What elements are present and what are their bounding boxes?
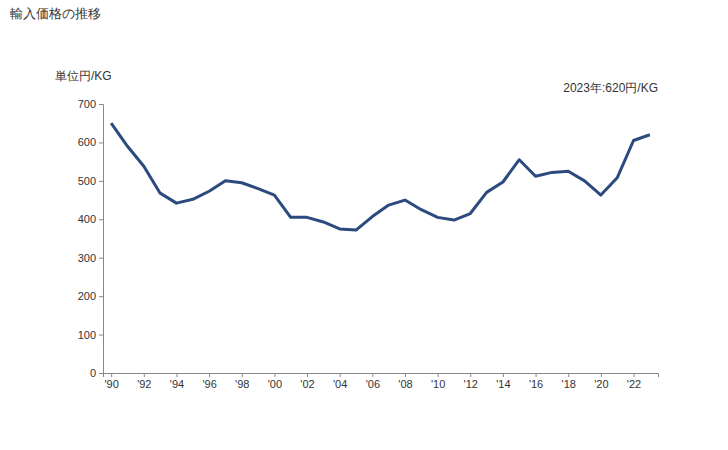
y-tick-mark [99,219,103,220]
x-tick-label: '06 [366,378,380,390]
x-tick-mark [438,373,439,377]
x-tick-label: '96 [202,378,216,390]
x-tick-label: '08 [398,378,412,390]
x-tick: '12 [464,373,478,390]
x-tick-label: '90 [104,378,118,390]
x-tick-mark [470,373,471,377]
y-tick-label: 400 [78,213,96,225]
y-tick-mark [99,181,103,182]
x-tick: '94 [170,373,184,390]
x-tick-mark [274,373,275,377]
x-tick-mark [568,373,569,377]
x-tick-label: '20 [594,378,608,390]
y-tick-mark [99,335,103,336]
x-tick-label: '22 [627,378,641,390]
y-axis-line [99,105,104,374]
x-tick: '10 [431,373,445,390]
x-tick-label: '94 [170,378,184,390]
x-tick-mark [340,373,341,377]
title: 輸入価格の推移 [10,6,101,21]
x-tick-label: '02 [300,378,314,390]
x-tick-mark [144,373,145,377]
x-axis: '90 '92 '94 '96 '98 '00 '02 '04 '06 '08 '10 '12 '14 '… [104,373,659,390]
x-tick: '96 [202,373,216,390]
x-tick: '02 [300,373,314,390]
x-tick-label: '98 [235,378,249,390]
x-tick-mark [307,373,308,377]
x-tick: '14 [496,373,510,390]
y-tick: 0 [90,367,103,379]
x-tick-mark [372,373,373,377]
y-tick-label: 500 [78,175,96,187]
x-tick-mark [536,373,537,377]
y-tick-mark [99,142,103,143]
x-tick: '92 [137,373,151,390]
y-tick-mark [99,373,103,374]
x-tick-mark [111,373,112,377]
x-tick: '90 [104,373,118,390]
x-tick: '06 [366,373,380,390]
x-tick-mark [242,373,243,377]
y-tick: 300 [78,252,103,264]
x-axis-line [104,374,659,378]
y-tick-label: 0 [90,367,96,379]
x-tick-label: '04 [333,378,347,390]
x-tick-mark [601,373,602,377]
chart: 輸入価格の推移単位円/KG2023年:620円/KG'90'92'94'96'9… [0,0,728,450]
y-tick-label: 100 [78,329,96,341]
x-tick-mark [634,373,635,377]
x-tick-mark [209,373,210,377]
y-axis: 0 100 200 300 400 500 600 700 [78,98,104,379]
x-tick-mark [405,373,406,377]
x-tick: '18 [562,373,576,390]
x-tick: '08 [398,373,412,390]
data-line [111,123,650,230]
y-tick-label: 200 [78,290,96,302]
y-tick: 600 [78,136,103,148]
y-tick-mark [99,104,103,105]
y-tick-mark [99,258,103,259]
y-tick: 700 [78,98,103,110]
y-tick: 400 [78,213,103,225]
x-tick: '04 [333,373,347,390]
x-tick-label: '92 [137,378,151,390]
annotation: 2023年:620円/KG [563,81,658,95]
x-tick: '98 [235,373,249,390]
y-axis-title: 単位円/KG [55,69,112,83]
x-tick: '22 [627,373,641,390]
y-tick-label: 600 [78,136,96,148]
x-tick: '00 [268,373,282,390]
x-tick-mark [176,373,177,377]
x-tick-label: '18 [562,378,576,390]
x-tick-label: '00 [268,378,282,390]
y-tick-label: 300 [78,252,96,264]
x-tick: '16 [529,373,543,390]
y-tick-mark [99,296,103,297]
plot-area [111,123,650,230]
x-tick-label: '10 [431,378,445,390]
x-tick-mark [503,373,504,377]
y-tick: 100 [78,329,103,341]
y-tick: 200 [78,290,103,302]
x-tick-label: '16 [529,378,543,390]
x-tick-label: '12 [464,378,478,390]
x-tick-label: '14 [496,378,510,390]
y-tick: 500 [78,175,103,187]
x-tick: '20 [594,373,608,390]
y-tick-label: 700 [78,98,96,110]
